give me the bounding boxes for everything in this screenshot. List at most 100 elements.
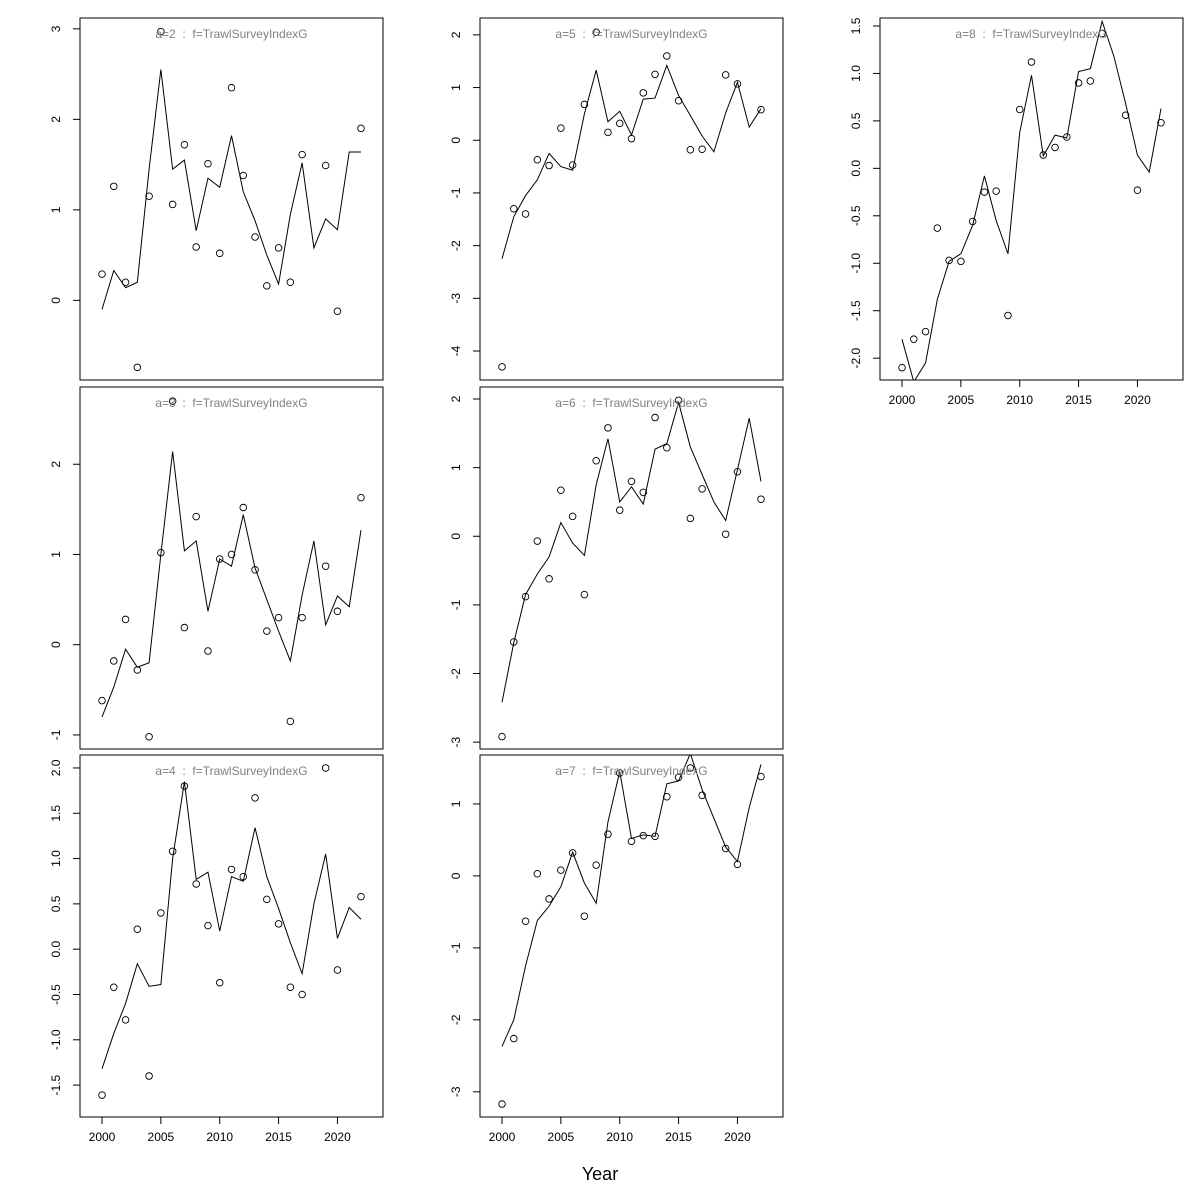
y-tick-label: -1 bbox=[449, 942, 463, 953]
data-point bbox=[545, 575, 553, 583]
data-point bbox=[215, 555, 224, 563]
data-point bbox=[1004, 311, 1012, 320]
y-tick-label: -3 bbox=[449, 1086, 463, 1097]
y-tick-label: 1 bbox=[449, 800, 463, 807]
data-point bbox=[533, 537, 542, 545]
y-tick-label: 0 bbox=[449, 872, 463, 879]
x-tick-label: 2010 bbox=[606, 1130, 633, 1144]
x-tick-label: 2015 bbox=[265, 1130, 292, 1144]
data-point bbox=[1157, 119, 1165, 127]
data-point bbox=[698, 791, 706, 800]
data-point bbox=[263, 895, 271, 904]
y-tick-label: -4 bbox=[449, 345, 463, 356]
y-tick-label: 2 bbox=[449, 395, 463, 402]
panel: a=7 : f=TrawlSurveyIndexG -3 -2 -1 0 1 2000 200… bbox=[449, 754, 784, 1144]
panel: a=3 : f=TrawlSurveyIndexG -1 0 1 2 bbox=[49, 386, 384, 750]
y-tick-label: 0 bbox=[449, 533, 463, 540]
y-tick-label: 1 bbox=[49, 206, 63, 213]
data-point bbox=[168, 847, 177, 856]
data-point bbox=[721, 530, 730, 538]
panel-title: a=5 : f=TrawlSurveyIndexG bbox=[555, 27, 707, 41]
panel: a=5 : f=TrawlSurveyIndexG -4 -3 -2 -1 0 1 2 bbox=[449, 17, 784, 381]
panel-title: a=8 : f=TrawlSurveyIndexG bbox=[955, 27, 1107, 41]
x-tick-label: 2015 bbox=[1065, 393, 1092, 407]
y-tick-label: -0.5 bbox=[49, 984, 63, 1005]
data-point bbox=[98, 1091, 106, 1099]
data-point bbox=[498, 732, 506, 741]
data-point bbox=[580, 590, 589, 599]
fitted-line bbox=[101, 781, 362, 1069]
x-tick-label: 2010 bbox=[1006, 393, 1033, 407]
data-point bbox=[357, 892, 365, 901]
data-point bbox=[568, 512, 577, 521]
data-point bbox=[910, 335, 918, 343]
data-point bbox=[733, 80, 742, 88]
data-point bbox=[180, 623, 189, 632]
fitted-line bbox=[501, 755, 762, 1047]
data-point bbox=[215, 249, 224, 258]
data-point bbox=[686, 764, 695, 772]
y-tick-label: 2 bbox=[449, 31, 463, 38]
y-tick-label: 0.5 bbox=[849, 112, 863, 129]
panel-title: a=4 : f=TrawlSurveyIndexG bbox=[155, 764, 307, 778]
data-point bbox=[321, 161, 330, 170]
panel-title: a=6 : f=TrawlSurveyIndexG bbox=[555, 396, 707, 410]
data-point bbox=[274, 920, 283, 928]
data-point bbox=[592, 28, 600, 36]
data-point bbox=[721, 71, 730, 79]
data-point bbox=[568, 849, 577, 857]
data-point bbox=[510, 1034, 518, 1043]
data-point bbox=[557, 124, 565, 132]
y-tick-label: -2.0 bbox=[849, 348, 863, 369]
data-point bbox=[945, 256, 953, 265]
x-tick-label: 2020 bbox=[1124, 393, 1151, 407]
y-tick-label: -1 bbox=[449, 599, 463, 610]
plot-area bbox=[98, 764, 365, 1099]
fitted-line bbox=[101, 451, 362, 718]
data-point bbox=[498, 1100, 506, 1108]
y-tick-label: 0.5 bbox=[49, 895, 63, 912]
y-tick-label: -2 bbox=[449, 1014, 463, 1025]
data-point bbox=[133, 925, 142, 933]
data-point bbox=[615, 506, 624, 514]
data-point bbox=[639, 488, 648, 497]
data-point bbox=[121, 1016, 130, 1024]
plot-area bbox=[98, 397, 365, 741]
plot-frame bbox=[479, 17, 784, 381]
plot-frame bbox=[479, 754, 784, 1118]
data-point bbox=[557, 486, 565, 495]
plot-frame bbox=[79, 754, 384, 1118]
x-tick-label: 2015 bbox=[665, 1130, 692, 1144]
data-point bbox=[286, 717, 295, 726]
data-point bbox=[580, 912, 589, 920]
data-point bbox=[227, 83, 236, 92]
data-point bbox=[204, 921, 212, 930]
data-point bbox=[180, 140, 189, 149]
y-tick-label: 0 bbox=[49, 297, 63, 304]
data-point bbox=[239, 503, 248, 512]
data-point bbox=[757, 105, 765, 114]
data-point bbox=[651, 413, 659, 422]
data-point bbox=[321, 562, 330, 570]
panel: a=2 : f=TrawlSurveyIndexG 0 1 2 3 bbox=[49, 17, 384, 381]
data-point bbox=[992, 187, 1000, 195]
data-point bbox=[110, 657, 118, 665]
data-point bbox=[1051, 143, 1059, 152]
data-point bbox=[298, 150, 306, 159]
data-point bbox=[298, 613, 306, 622]
plot-area bbox=[98, 27, 365, 372]
data-point bbox=[168, 397, 177, 405]
y-tick-label: 1 bbox=[49, 551, 63, 558]
data-point bbox=[898, 363, 906, 372]
data-point bbox=[286, 983, 295, 991]
data-point bbox=[157, 27, 165, 36]
plot-area bbox=[498, 28, 765, 371]
data-point bbox=[627, 477, 636, 486]
data-point bbox=[274, 613, 283, 622]
data-point bbox=[1015, 105, 1024, 114]
x-tick-label: 2005 bbox=[548, 1130, 575, 1144]
y-tick-label: -1.0 bbox=[849, 253, 863, 274]
y-tick-label: -1 bbox=[49, 729, 63, 740]
data-point bbox=[192, 512, 200, 521]
